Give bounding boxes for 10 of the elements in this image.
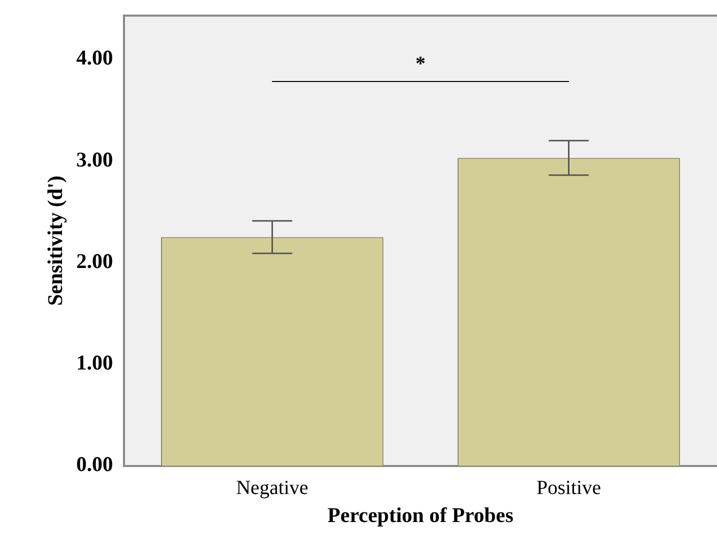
y-tick-label: 0.00 [76,452,113,476]
x-axis-title: Perception of Probes [328,502,514,527]
y-tick-label: 3.00 [76,147,113,172]
x-tick-label: Negative [236,477,308,500]
annotation: * [414,52,426,76]
x-tick-label: Positive [536,477,602,500]
y-tick-label: 2.00 [76,248,113,273]
y-tick-label: 4.00 [76,46,113,70]
y-tick-label: 1.00 [76,350,113,375]
y-axis-title: Sensitivity (d') [43,176,68,306]
